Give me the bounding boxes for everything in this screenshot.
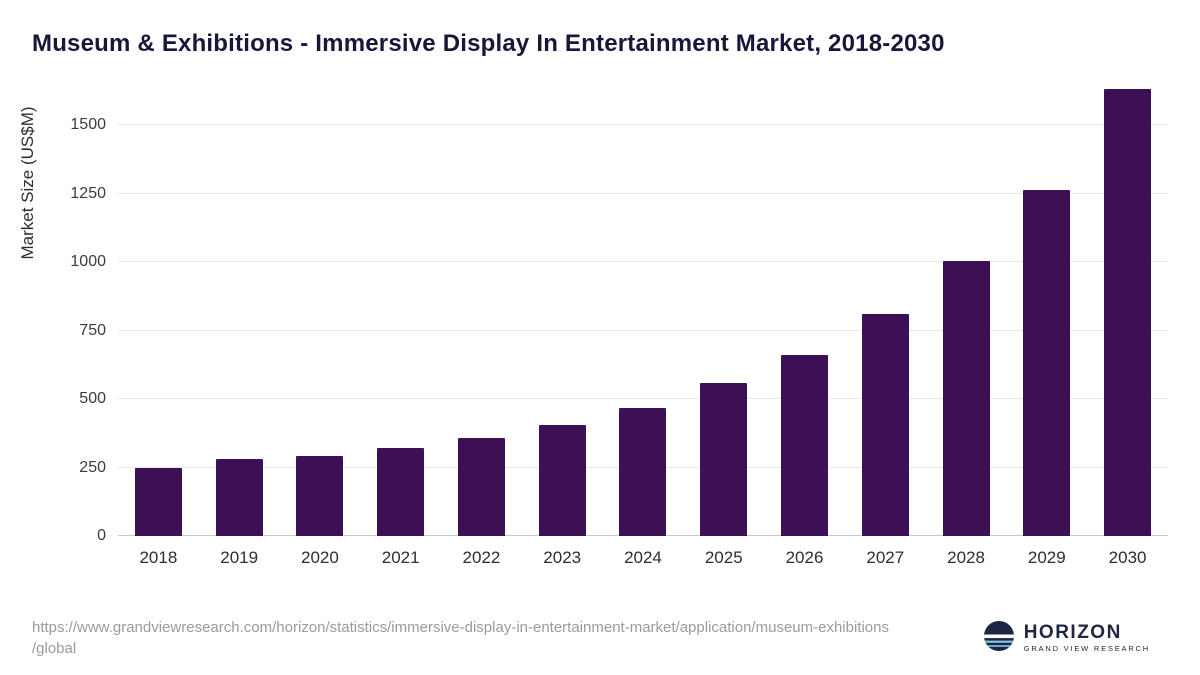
y-tick-label: 1000 xyxy=(70,253,106,271)
logo-text: HORIZON GRAND VIEW RESEARCH xyxy=(1024,623,1150,653)
bar-2018 xyxy=(134,467,182,536)
bar-slot xyxy=(118,84,199,536)
x-tick-label: 2030 xyxy=(1108,548,1147,567)
x-tick-label: 2023 xyxy=(543,548,582,567)
bar-slot xyxy=(1087,84,1168,536)
bar-2028 xyxy=(942,261,990,536)
bar-slot xyxy=(360,84,441,536)
y-tick-label: 1500 xyxy=(70,116,106,134)
bar-2023 xyxy=(538,424,586,536)
y-axis-ticks: 0 250 500 750 1000 1250 1500 xyxy=(66,84,118,544)
y-tick-label: 750 xyxy=(79,321,106,339)
bars-container xyxy=(118,84,1168,536)
bar-2025 xyxy=(700,383,748,536)
plot-wrap: 0 250 500 750 1000 1250 1500 xyxy=(66,84,1168,544)
bar-2021 xyxy=(377,448,425,536)
plot-area xyxy=(118,84,1168,536)
gridline xyxy=(118,329,1168,331)
gridline xyxy=(118,192,1168,194)
logo-title: HORIZON xyxy=(1023,622,1122,644)
bar-2020 xyxy=(296,456,344,536)
bar-2027 xyxy=(861,314,909,536)
horizon-logo: HORIZON GRAND VIEW RESEARCH xyxy=(983,620,1168,657)
plot-column: 0 250 500 750 1000 1250 1500 2018 2019 2020 2021 2… xyxy=(66,84,1168,568)
x-tick-label: 2027 xyxy=(866,548,905,567)
bar-slot xyxy=(280,84,361,536)
bar-slot xyxy=(1006,84,1087,536)
chart-title: Museum & Exhibitions - Immersive Display… xyxy=(32,30,945,57)
y-tick-label: 500 xyxy=(79,390,106,408)
bar-chart: Market Size (US$M) 0 250 500 750 1000 1250 150… xyxy=(18,84,1168,568)
bar-slot xyxy=(522,84,603,536)
bar-slot xyxy=(199,84,280,536)
bar-slot xyxy=(845,84,926,536)
x-tick-label: 2019 xyxy=(220,548,259,567)
bar-2026 xyxy=(781,354,828,536)
bar-2029 xyxy=(1023,189,1071,536)
x-tick-label: 2026 xyxy=(785,548,824,567)
gridline xyxy=(118,398,1168,400)
x-tick-label: 2021 xyxy=(381,548,420,567)
source-url: https://www.grandviewresearch.com/horizo… xyxy=(32,619,889,657)
bar-slot xyxy=(764,84,845,536)
bar-2019 xyxy=(215,458,263,536)
x-tick-label: 2029 xyxy=(1027,548,1066,567)
bar-slot xyxy=(441,84,522,536)
x-tick-label: 2028 xyxy=(947,548,985,567)
gridline xyxy=(118,261,1168,263)
logo-subtitle: GRAND VIEW RESEARCH xyxy=(1023,644,1150,654)
y-axis-label: Market Size (US$M) xyxy=(18,106,37,260)
bar-slot xyxy=(603,84,684,536)
horizon-globe-icon xyxy=(983,620,1015,657)
x-tick-label: 2025 xyxy=(704,548,743,567)
footer: https://www.grandviewresearch.com/horizo… xyxy=(32,617,1168,659)
bar-2024 xyxy=(619,407,667,536)
gridline xyxy=(118,124,1168,126)
bar-2022 xyxy=(457,438,505,536)
y-tick-label: 0 xyxy=(97,527,106,544)
x-tick-label: 2018 xyxy=(139,548,178,567)
y-tick-label: 250 xyxy=(79,458,106,476)
y-axis-label-column: Market Size (US$M) xyxy=(18,84,66,568)
x-axis-labels: 2018 2019 2020 2021 2022 2023 2024 2025 2026 2027… xyxy=(118,548,1168,568)
y-tick-label: 1250 xyxy=(70,184,106,202)
bar-slot xyxy=(926,84,1007,536)
bar-2030 xyxy=(1104,89,1152,536)
bar-slot xyxy=(683,84,764,536)
x-tick-label: 2022 xyxy=(462,548,501,567)
x-tick-label: 2020 xyxy=(301,548,339,567)
x-tick-label: 2024 xyxy=(624,548,662,567)
